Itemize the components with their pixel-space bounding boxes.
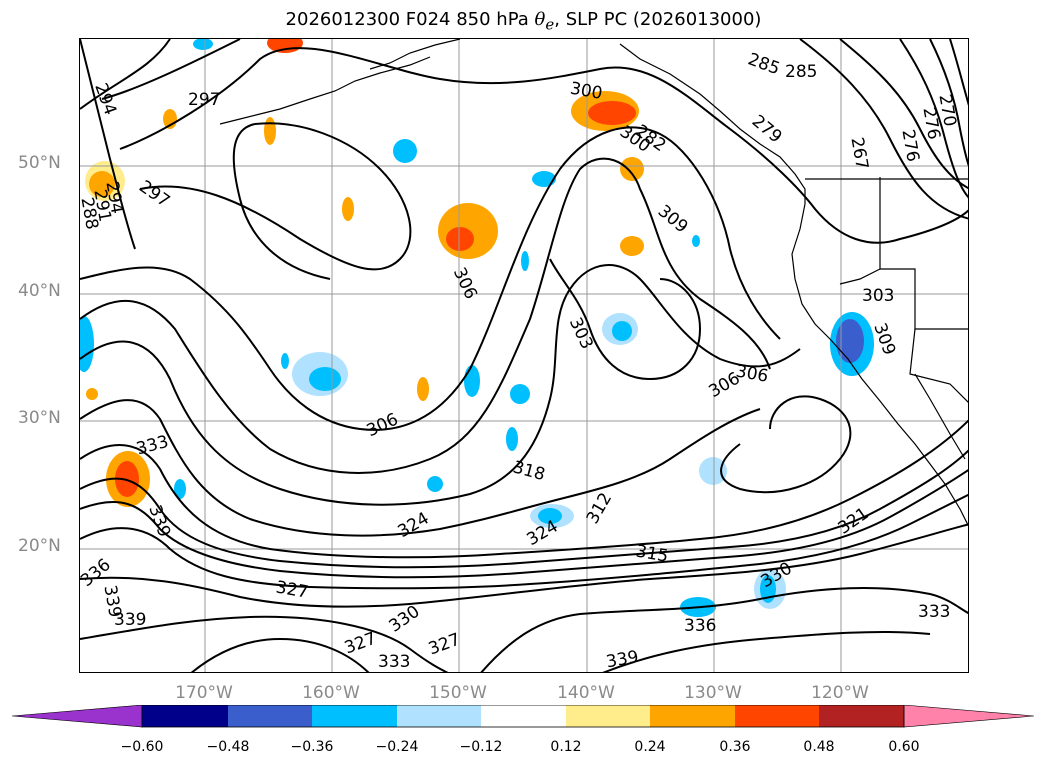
anomaly-blob [620,157,644,181]
anomaly-blob [174,479,186,499]
colorbar-tick: 0.48 [803,739,835,755]
lat-label-20n: 20°N [18,536,61,556]
contour-label: 288 [80,196,102,231]
anomaly-blob [427,476,443,492]
anomaly-blob [521,251,529,271]
contour-label: 303 [862,286,894,306]
colorbar-extend-min [12,705,143,728]
contour-label: 303 [565,315,597,353]
anomaly-blob [80,316,94,372]
contour-label: 309 [654,201,692,237]
colorbar-swatch [397,705,481,727]
contour-label: 327 [426,630,463,660]
contour-label: 336 [684,616,716,636]
lon-label-170w: 170°W [175,683,233,703]
map-canvas: 294 297 300 282 285 285 279 267 270 276 … [80,39,968,672]
anomaly-blob [506,427,518,451]
lon-label-120w: 120°W [811,683,869,703]
contour-label: 324 [395,508,433,542]
anomaly-blob [417,377,429,401]
contour-label: 333 [134,432,171,460]
colorbar-swatch [735,705,819,727]
contour-label: 306 [449,265,481,303]
anomaly-blob [692,235,700,247]
colorbar-swatch [481,705,566,727]
contour-label: 318 [511,457,548,485]
theta-subscript: e [545,15,555,34]
contour-label: 330 [386,602,424,637]
anomaly-blob [464,365,480,397]
contour-label: 285 [785,62,817,82]
colorbar-tick: −0.24 [375,739,419,755]
contour-label: 309 [869,321,899,358]
anomaly-fill-layer [80,39,874,617]
anomaly-blob [538,508,562,524]
colorbar-tick: 0.60 [888,739,920,755]
contour-label: 294 [90,81,120,118]
contour-label: 285 [745,49,782,79]
colorbar-tick: 0.12 [550,739,582,755]
lat-label-40n: 40°N [18,281,61,301]
contour-label: 327 [274,578,309,603]
anomaly-blob [115,461,139,497]
colorbar-tick: −0.48 [206,739,250,755]
colorbar-swatch [566,705,650,727]
anomaly-blob [193,39,213,50]
lon-label-140w: 140°W [557,683,615,703]
colorbar-extend-max [903,705,1035,728]
anomaly-blob [620,236,644,256]
contour-label: 339 [114,610,146,630]
colorbar-tick: 0.24 [634,739,666,755]
contour-label: 333 [918,602,950,622]
contour-label: 297 [188,90,220,110]
colorbar-swatch [312,705,397,727]
anomaly-blob [267,39,303,53]
anomaly-blob [836,319,864,363]
lon-label-130w: 130°W [684,683,742,703]
contour-label: 312 [583,489,617,527]
contour-label: 279 [748,111,786,147]
anomaly-blob [446,227,474,251]
contour-label: 333 [378,652,410,672]
anomaly-blob [393,139,417,163]
contour-label: 327 [342,629,379,659]
colorbar-tick: −0.60 [120,739,164,755]
contour-label: 276 [918,106,943,141]
anomaly-blob [510,384,530,404]
anomaly-blob [281,353,289,369]
anomaly-blob [89,171,115,197]
anomaly-blob [612,321,632,341]
colorbar-swatch [650,705,735,727]
lat-label-50n: 50°N [18,153,61,173]
colorbar-swatch [819,705,904,727]
coastline-layer [219,39,968,527]
anomaly-blob [342,197,354,221]
colorbar-swatch [142,705,228,727]
anomaly-blob [699,457,727,485]
colorbar-tick: 0.36 [719,739,751,755]
lat-label-30n: 30°N [18,408,61,428]
colorbar [12,705,1035,728]
theta-symbol: θ [534,9,546,30]
colorbar-tick: −0.36 [290,739,334,755]
map-title: 2026012300 F024 850 hPa θe, SLP PC (2026… [285,9,762,34]
anomaly-blob [532,171,556,187]
anomaly-blob [588,101,636,125]
map-panel[interactable]: 294 297 300 282 285 285 279 267 270 276 … [79,38,969,673]
anomaly-blob [309,367,341,391]
colorbar-tick: −0.12 [459,739,503,755]
contour-label: 300 [568,79,603,104]
lon-label-160w: 160°W [302,683,360,703]
colorbar-swatch [228,705,312,727]
lon-label-150w: 150°W [429,683,487,703]
contour-layer [80,39,968,672]
contour-label: 297 [135,177,173,212]
anomaly-blob [264,117,276,145]
contour-label: 306 [364,409,402,441]
contour-label: 339 [605,647,640,672]
contour-label-layer: 294 297 300 282 285 285 279 267 270 276 … [80,49,960,672]
anomaly-blob [86,388,98,400]
